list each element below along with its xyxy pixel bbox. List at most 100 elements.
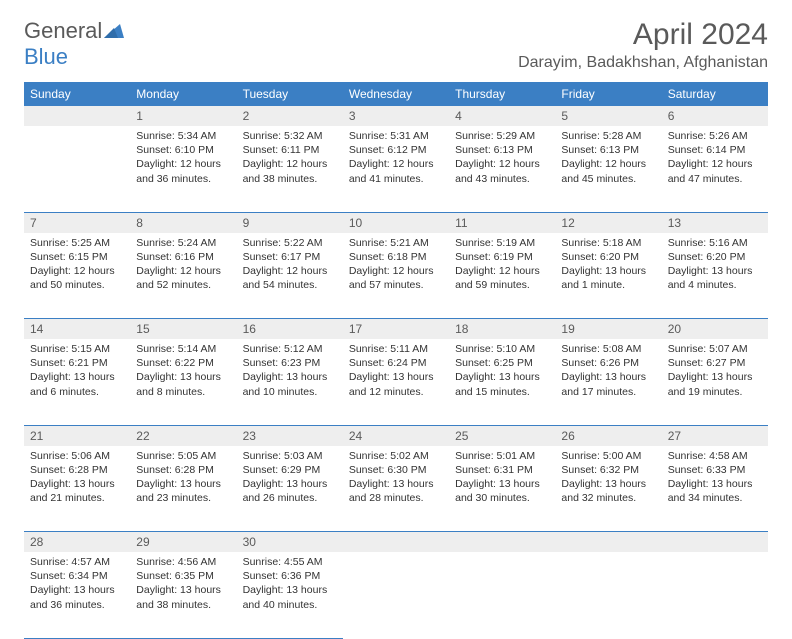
- sunrise-text: Sunrise: 5:29 AM: [455, 129, 549, 143]
- day2-text: and 59 minutes.: [455, 278, 549, 292]
- day-cell-body: Sunrise: 5:24 AMSunset: 6:16 PMDaylight:…: [130, 233, 236, 299]
- day2-text: and 32 minutes.: [561, 491, 655, 505]
- day-cell: Sunrise: 5:26 AMSunset: 6:14 PMDaylight:…: [662, 126, 768, 212]
- sunrise-text: Sunrise: 5:07 AM: [668, 342, 762, 356]
- day1-text: Daylight: 12 hours: [349, 264, 443, 278]
- day2-text: and 45 minutes.: [561, 172, 655, 186]
- day1-text: Daylight: 13 hours: [30, 583, 124, 597]
- day-cell-body: Sunrise: 5:22 AMSunset: 6:17 PMDaylight:…: [237, 233, 343, 299]
- day-cell: Sunrise: 5:28 AMSunset: 6:13 PMDaylight:…: [555, 126, 661, 212]
- day1-text: Daylight: 13 hours: [561, 264, 655, 278]
- sunset-text: Sunset: 6:25 PM: [455, 356, 549, 370]
- sunrise-text: Sunrise: 5:02 AM: [349, 449, 443, 463]
- day-number-row: 21222324252627: [24, 425, 768, 446]
- sunset-text: Sunset: 6:13 PM: [455, 143, 549, 157]
- day-cell: Sunrise: 5:18 AMSunset: 6:20 PMDaylight:…: [555, 233, 661, 319]
- day-cell: Sunrise: 5:06 AMSunset: 6:28 PMDaylight:…: [24, 446, 130, 532]
- sunset-text: Sunset: 6:30 PM: [349, 463, 443, 477]
- day-cell: Sunrise: 4:56 AMSunset: 6:35 PMDaylight:…: [130, 552, 236, 638]
- day2-text: and 57 minutes.: [349, 278, 443, 292]
- day2-text: and 54 minutes.: [243, 278, 337, 292]
- day-content-row: Sunrise: 5:34 AMSunset: 6:10 PMDaylight:…: [24, 126, 768, 212]
- day-cell: Sunrise: 5:19 AMSunset: 6:19 PMDaylight:…: [449, 233, 555, 319]
- sunset-text: Sunset: 6:29 PM: [243, 463, 337, 477]
- day-cell: Sunrise: 5:14 AMSunset: 6:22 PMDaylight:…: [130, 339, 236, 425]
- day-cell-body: Sunrise: 4:55 AMSunset: 6:36 PMDaylight:…: [237, 552, 343, 618]
- sunrise-text: Sunrise: 5:25 AM: [30, 236, 124, 250]
- sunrise-text: Sunrise: 5:16 AM: [668, 236, 762, 250]
- day-number-cell: 13: [662, 212, 768, 233]
- day2-text: and 34 minutes.: [668, 491, 762, 505]
- sunset-text: Sunset: 6:26 PM: [561, 356, 655, 370]
- sunset-text: Sunset: 6:33 PM: [668, 463, 762, 477]
- day2-text: and 36 minutes.: [30, 598, 124, 612]
- title-block: April 2024 Darayim, Badakhshan, Afghanis…: [518, 18, 768, 72]
- day-cell: Sunrise: 4:55 AMSunset: 6:36 PMDaylight:…: [237, 552, 343, 638]
- sunset-text: Sunset: 6:24 PM: [349, 356, 443, 370]
- page-title: April 2024: [518, 18, 768, 52]
- day2-text: and 41 minutes.: [349, 172, 443, 186]
- day1-text: Daylight: 12 hours: [243, 264, 337, 278]
- location-subtitle: Darayim, Badakhshan, Afghanistan: [518, 54, 768, 72]
- sunrise-text: Sunrise: 5:00 AM: [561, 449, 655, 463]
- day-cell: Sunrise: 5:00 AMSunset: 6:32 PMDaylight:…: [555, 446, 661, 532]
- day-cell-body: Sunrise: 5:21 AMSunset: 6:18 PMDaylight:…: [343, 233, 449, 299]
- sunset-text: Sunset: 6:11 PM: [243, 143, 337, 157]
- day-cell: Sunrise: 5:12 AMSunset: 6:23 PMDaylight:…: [237, 339, 343, 425]
- day-cell: [449, 552, 555, 638]
- sunrise-text: Sunrise: 5:32 AM: [243, 129, 337, 143]
- sunrise-text: Sunrise: 4:55 AM: [243, 555, 337, 569]
- day-cell-body: Sunrise: 5:28 AMSunset: 6:13 PMDaylight:…: [555, 126, 661, 192]
- day2-text: and 28 minutes.: [349, 491, 443, 505]
- day1-text: Daylight: 13 hours: [349, 370, 443, 384]
- day-number-cell: [449, 532, 555, 553]
- sunrise-text: Sunrise: 5:28 AM: [561, 129, 655, 143]
- weekday-header: Sunday: [24, 82, 130, 106]
- day-number-cell: 15: [130, 319, 236, 340]
- day-number-row: 78910111213: [24, 212, 768, 233]
- weekday-header: Saturday: [662, 82, 768, 106]
- day1-text: Daylight: 13 hours: [30, 370, 124, 384]
- logo-word-1: General: [24, 18, 102, 43]
- day1-text: Daylight: 12 hours: [668, 157, 762, 171]
- sunset-text: Sunset: 6:31 PM: [455, 463, 549, 477]
- day2-text: and 10 minutes.: [243, 385, 337, 399]
- day1-text: Daylight: 12 hours: [561, 157, 655, 171]
- weekday-header: Monday: [130, 82, 236, 106]
- day-number-cell: 2: [237, 106, 343, 126]
- day2-text: and 50 minutes.: [30, 278, 124, 292]
- sunset-text: Sunset: 6:28 PM: [30, 463, 124, 477]
- day2-text: and 23 minutes.: [136, 491, 230, 505]
- day-cell: Sunrise: 5:24 AMSunset: 6:16 PMDaylight:…: [130, 233, 236, 319]
- day-number-cell: 18: [449, 319, 555, 340]
- sunrise-text: Sunrise: 5:06 AM: [30, 449, 124, 463]
- day-number-cell: 22: [130, 425, 236, 446]
- sunrise-text: Sunrise: 5:24 AM: [136, 236, 230, 250]
- sunrise-text: Sunrise: 4:58 AM: [668, 449, 762, 463]
- sunset-text: Sunset: 6:13 PM: [561, 143, 655, 157]
- sunrise-text: Sunrise: 5:31 AM: [349, 129, 443, 143]
- sunrise-text: Sunrise: 5:05 AM: [136, 449, 230, 463]
- day-cell: Sunrise: 5:05 AMSunset: 6:28 PMDaylight:…: [130, 446, 236, 532]
- day-number-cell: 9: [237, 212, 343, 233]
- day-cell: Sunrise: 5:31 AMSunset: 6:12 PMDaylight:…: [343, 126, 449, 212]
- sunset-text: Sunset: 6:23 PM: [243, 356, 337, 370]
- day-cell-body: Sunrise: 5:07 AMSunset: 6:27 PMDaylight:…: [662, 339, 768, 405]
- sunrise-text: Sunrise: 5:18 AM: [561, 236, 655, 250]
- sunrise-text: Sunrise: 5:03 AM: [243, 449, 337, 463]
- day2-text: and 15 minutes.: [455, 385, 549, 399]
- day2-text: and 38 minutes.: [243, 172, 337, 186]
- day-cell: Sunrise: 5:11 AMSunset: 6:24 PMDaylight:…: [343, 339, 449, 425]
- day-cell: [662, 552, 768, 638]
- day-number-cell: 20: [662, 319, 768, 340]
- day-cell: [343, 552, 449, 638]
- day1-text: Daylight: 12 hours: [455, 157, 549, 171]
- day-cell-body: Sunrise: 4:56 AMSunset: 6:35 PMDaylight:…: [130, 552, 236, 618]
- day-number-cell: 16: [237, 319, 343, 340]
- day-cell-body: Sunrise: 5:03 AMSunset: 6:29 PMDaylight:…: [237, 446, 343, 512]
- day-cell-body: Sunrise: 4:58 AMSunset: 6:33 PMDaylight:…: [662, 446, 768, 512]
- sunrise-text: Sunrise: 5:01 AM: [455, 449, 549, 463]
- day-number-cell: 26: [555, 425, 661, 446]
- day1-text: Daylight: 13 hours: [455, 477, 549, 491]
- day2-text: and 19 minutes.: [668, 385, 762, 399]
